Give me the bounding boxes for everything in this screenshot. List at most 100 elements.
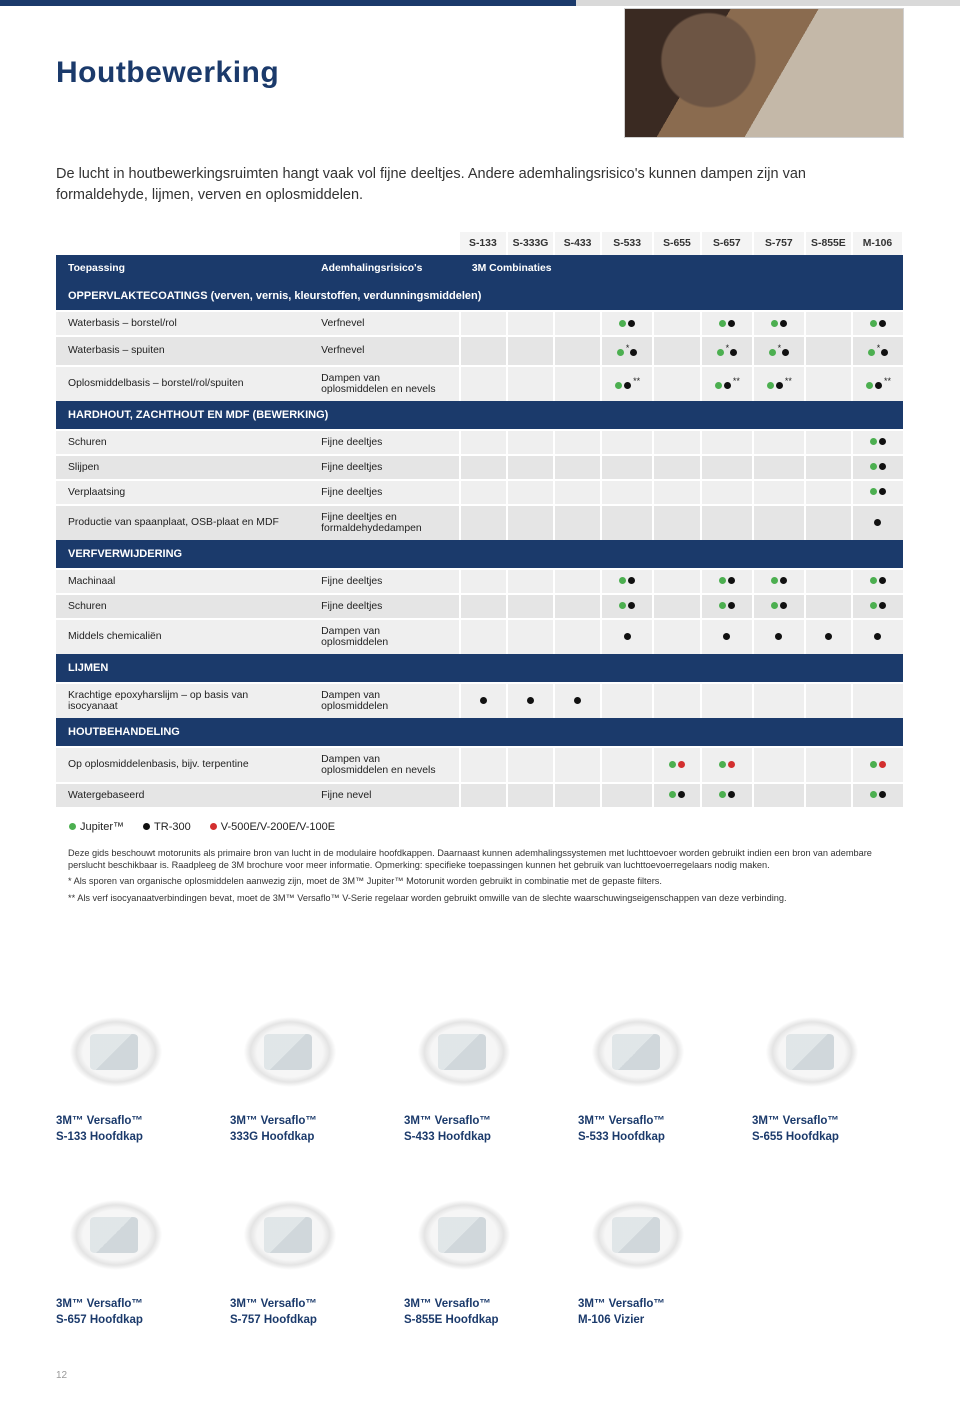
product-label: 3M™ Versaflo™S-533 Hoofdkap <box>578 1114 718 1145</box>
matrix-cell <box>805 594 852 619</box>
matrix-cell <box>753 747 805 783</box>
risk: Fijne deeltjes <box>309 480 460 505</box>
matrix-cell: ** <box>753 366 805 401</box>
matrix-cell <box>805 619 852 654</box>
matrix-cell <box>753 311 805 336</box>
matrix-cell <box>507 619 554 654</box>
matrix-cell <box>507 505 554 540</box>
risk: Fijne nevel <box>309 783 460 807</box>
footnote: * Als sporen van organische oplosmiddele… <box>68 875 904 887</box>
matrix-cell <box>507 747 554 783</box>
risk: Verfnevel <box>309 336 460 365</box>
matrix-cell <box>852 619 903 654</box>
matrix-cell <box>701 594 753 619</box>
matrix-cell <box>554 366 601 401</box>
matrix-cell <box>852 747 903 783</box>
matrix-cell <box>701 783 753 807</box>
matrix-cell <box>701 683 753 718</box>
matrix-cell <box>653 480 701 505</box>
product-card: 3M™ Versaflo™S-133 Hoofdkap <box>56 1004 196 1145</box>
risk: Fijne deeltjes <box>309 455 460 480</box>
application: Schuren <box>56 430 309 455</box>
matrix-cell <box>554 430 601 455</box>
matrix-cell <box>753 455 805 480</box>
product-label: 3M™ Versaflo™S-433 Hoofdkap <box>404 1114 544 1145</box>
application: Krachtige epoxyharslijm – op basis van i… <box>56 683 309 718</box>
header-risico: Ademhalingsrisico's <box>309 255 460 282</box>
product-image <box>404 1004 524 1104</box>
matrix-cell <box>805 455 852 480</box>
product-card: 3M™ Versaflo™M-106 Vizier <box>578 1187 718 1328</box>
section-title: OPPERVLAKTECOATINGS (verven, vernis, kle… <box>56 282 903 311</box>
risk: Dampen van oplosmiddelen en nevels <box>309 747 460 783</box>
hero-image <box>624 8 904 138</box>
section-title: LIJMEN <box>56 654 903 683</box>
matrix-cell <box>507 455 554 480</box>
matrix-cell <box>460 430 507 455</box>
matrix-cell <box>653 783 701 807</box>
matrix-cell <box>805 505 852 540</box>
matrix-cell <box>507 336 554 365</box>
matrix-cell <box>460 336 507 365</box>
matrix-cell <box>653 619 701 654</box>
product-image <box>578 1004 698 1104</box>
matrix-cell <box>753 594 805 619</box>
matrix-cell <box>701 455 753 480</box>
application: Waterbasis – spuiten <box>56 336 309 365</box>
matrix-cell <box>554 619 601 654</box>
risk: Dampen van oplosmiddelen <box>309 619 460 654</box>
matrix-cell <box>653 455 701 480</box>
matrix-cell <box>554 505 601 540</box>
application: Machinaal <box>56 569 309 594</box>
risk: Dampen van oplosmiddelen <box>309 683 460 718</box>
product-label: 3M™ Versaflo™333G Hoofdkap <box>230 1114 370 1145</box>
matrix-cell <box>852 505 903 540</box>
product-label: 3M™ Versaflo™S-655 Hoofdkap <box>752 1114 892 1145</box>
matrix-cell <box>701 569 753 594</box>
matrix-cell <box>852 430 903 455</box>
matrix-cell <box>753 569 805 594</box>
column-header: M-106 <box>852 232 903 255</box>
product-image <box>578 1187 698 1287</box>
risk: Fijne deeltjes <box>309 430 460 455</box>
matrix-cell <box>554 336 601 365</box>
matrix-cell <box>701 430 753 455</box>
matrix-cell <box>805 569 852 594</box>
matrix-cell <box>852 455 903 480</box>
product-card: 3M™ Versaflo™S-433 Hoofdkap <box>404 1004 544 1145</box>
legend-item: V-500E/V-200E/V-100E <box>209 821 335 833</box>
header-toepassing: Toepassing <box>56 255 309 282</box>
product-card: 3M™ Versaflo™S-855E Hoofdkap <box>404 1187 544 1328</box>
application: Schuren <box>56 594 309 619</box>
matrix-cell: * <box>601 336 653 365</box>
header-combinaties: 3M Combinaties <box>460 255 903 282</box>
page-number: 12 <box>56 1370 904 1381</box>
matrix-cell <box>507 480 554 505</box>
product-image <box>230 1004 350 1104</box>
matrix-cell <box>753 619 805 654</box>
product-card: 3M™ Versaflo™S-757 Hoofdkap <box>230 1187 370 1328</box>
matrix-cell <box>601 594 653 619</box>
matrix-cell <box>601 430 653 455</box>
matrix-cell <box>601 505 653 540</box>
matrix-cell <box>753 783 805 807</box>
matrix-cell <box>460 455 507 480</box>
matrix-cell <box>701 619 753 654</box>
matrix-cell <box>805 683 852 718</box>
matrix-cell <box>753 683 805 718</box>
matrix-cell <box>701 505 753 540</box>
matrix-cell <box>554 783 601 807</box>
matrix-cell: * <box>852 336 903 365</box>
product-card: 3M™ Versaflo™S-533 Hoofdkap <box>578 1004 718 1145</box>
matrix-cell <box>805 311 852 336</box>
matrix-cell <box>653 336 701 365</box>
matrix-cell <box>852 569 903 594</box>
matrix-cell <box>601 569 653 594</box>
matrix-cell <box>753 430 805 455</box>
matrix-cell <box>653 594 701 619</box>
legend-item: Jupiter™ <box>68 821 124 833</box>
matrix-cell <box>507 430 554 455</box>
matrix-cell <box>701 747 753 783</box>
product-label: 3M™ Versaflo™S-757 Hoofdkap <box>230 1297 370 1328</box>
matrix-cell <box>601 455 653 480</box>
